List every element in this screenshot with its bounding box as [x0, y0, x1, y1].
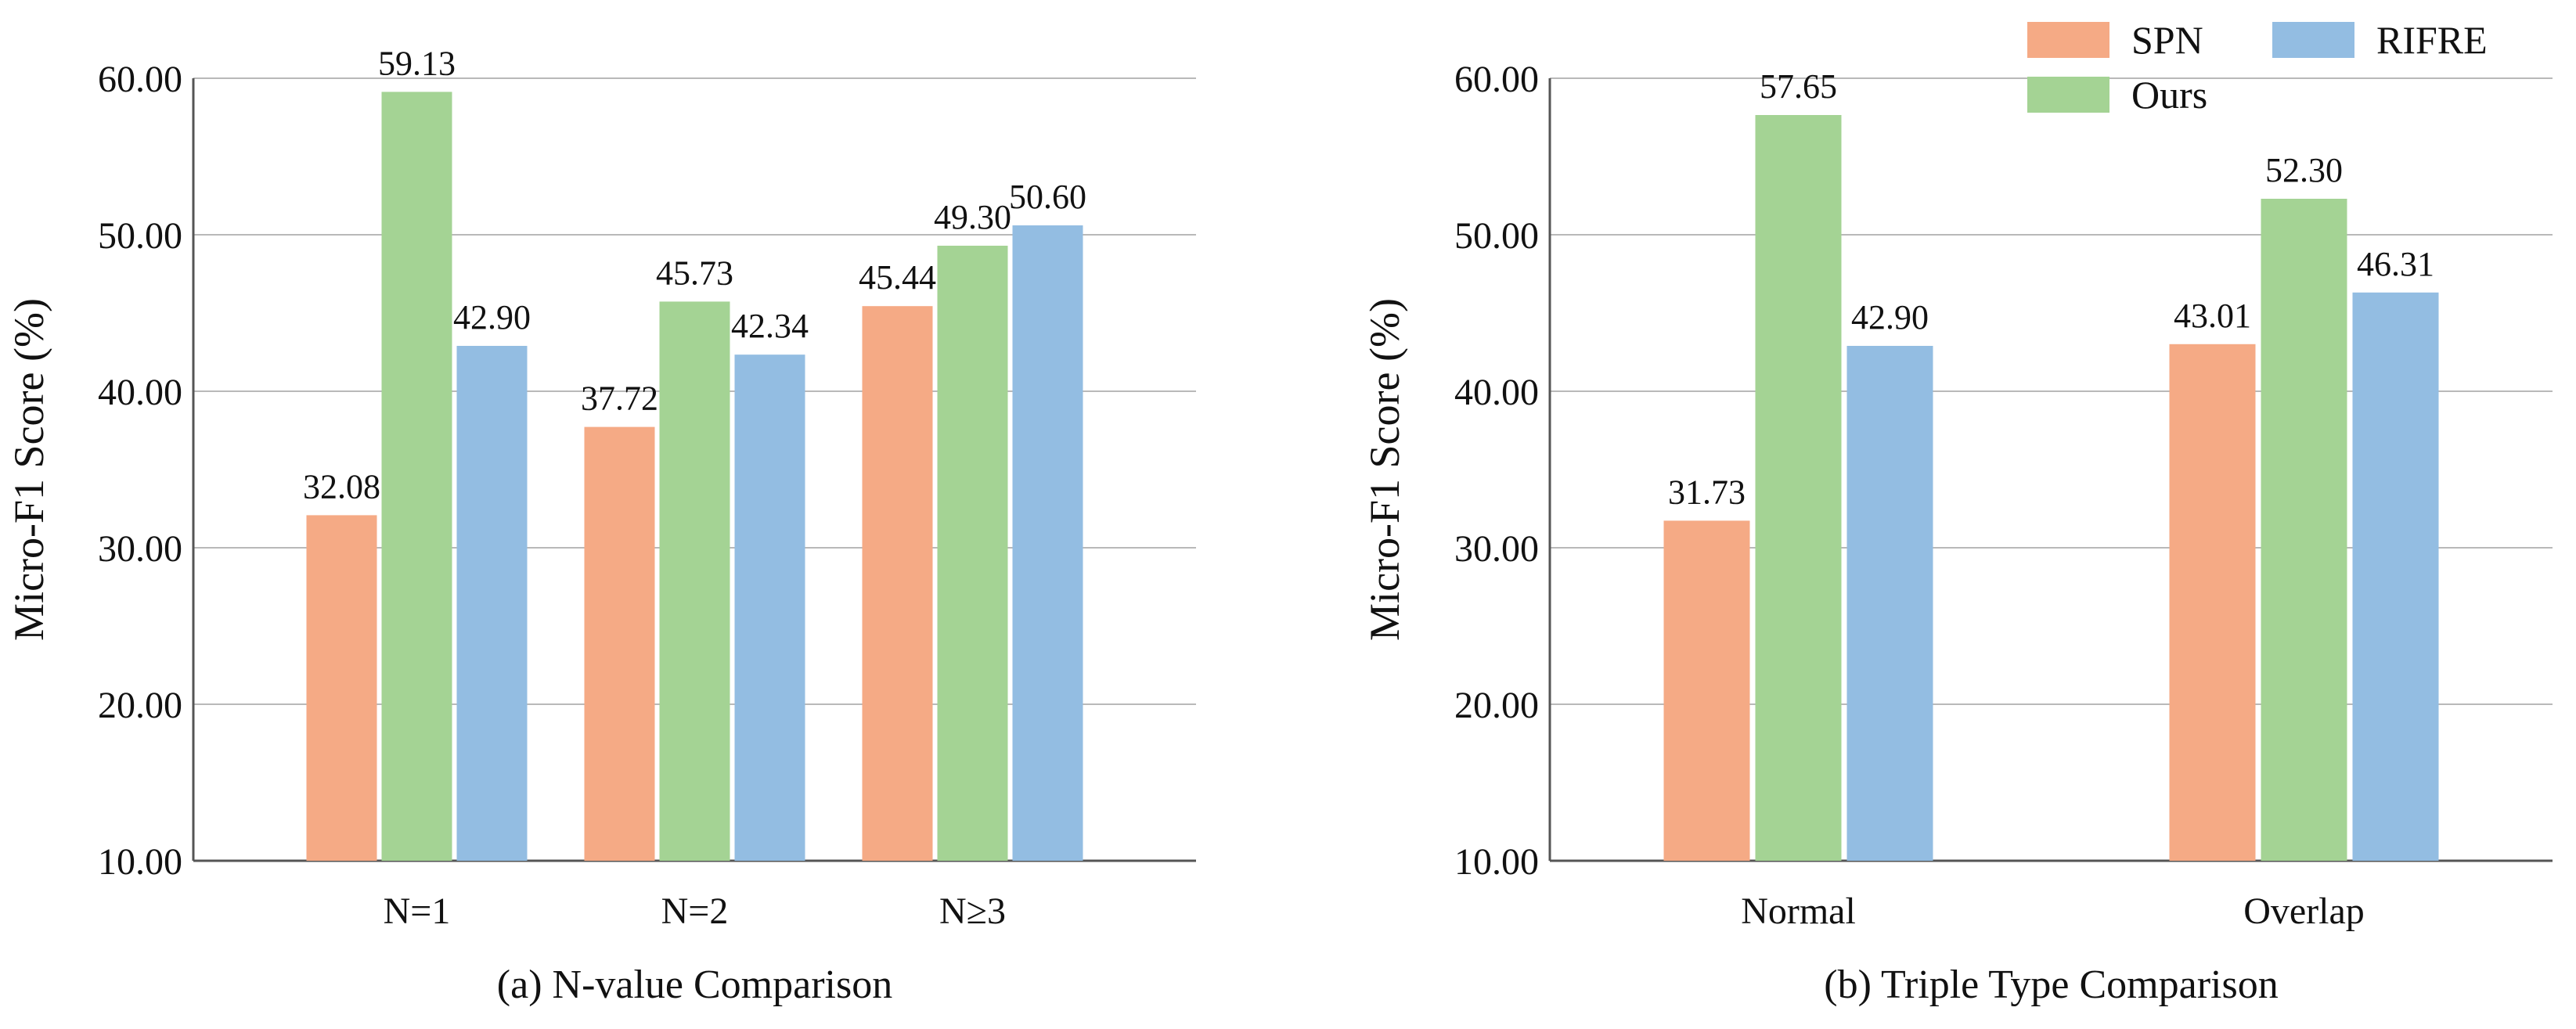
data-label: 43.01	[2174, 297, 2251, 335]
bar-rifre	[456, 346, 528, 861]
legend-label-spn: SPN	[2131, 18, 2203, 62]
legend-swatch-ours	[2027, 77, 2109, 113]
y-tick-label: 20.00	[1454, 685, 1539, 726]
data-label: 52.30	[2265, 151, 2343, 189]
data-label: 45.44	[859, 258, 936, 297]
bar-spn	[862, 306, 933, 861]
y-tick-label: 10.00	[1454, 841, 1539, 883]
bar-spn	[584, 426, 655, 861]
data-label: 49.30	[934, 198, 1011, 236]
data-label: 31.73	[1668, 473, 1746, 511]
bar-ours	[937, 246, 1008, 861]
x-tick-label: Overlap	[2243, 890, 2365, 932]
data-label: 42.90	[1851, 298, 1929, 336]
bar-spn	[2169, 344, 2256, 861]
y-tick-label: 60.00	[1454, 59, 1539, 100]
bar-ours	[2261, 199, 2347, 861]
data-label: 42.90	[453, 298, 531, 336]
bar-rifre	[2352, 292, 2439, 861]
data-label: 46.31	[2357, 245, 2434, 283]
legend-swatch-rifre	[2272, 22, 2354, 58]
y-tick-label: 30.00	[98, 528, 182, 570]
data-label: 59.13	[378, 44, 456, 82]
data-label: 45.73	[656, 254, 733, 292]
bar-spn	[1663, 520, 1750, 861]
bar-ours	[659, 301, 730, 861]
legend-label-ours: Ours	[2131, 73, 2207, 117]
data-label: 37.72	[581, 380, 658, 418]
bar-rifre	[1846, 346, 1933, 861]
y-tick-label: 50.00	[98, 215, 182, 257]
chart-panel-2: 10.00 20.00 30.00 40.00 50.00 60.00 Micro-F1 S…	[1361, 59, 2553, 1007]
x-tick-label: Normal	[1741, 890, 1856, 932]
chart-panel-1: 10.00 20.00 30.00 40.00 50.00 60.00 Micro-F1 S…	[5, 44, 1196, 1007]
y-tick-label: 40.00	[1454, 372, 1539, 413]
bar-rifre	[734, 354, 805, 861]
y-tick-label: 30.00	[1454, 528, 1539, 570]
data-label: 57.65	[1760, 67, 1837, 106]
x-tick-label: N=2	[661, 890, 729, 932]
bar-ours	[1755, 115, 1842, 861]
data-label: 42.34	[731, 307, 809, 345]
bar-rifre	[1012, 225, 1083, 861]
x-tick-label: N=1	[384, 890, 451, 932]
y-axis-label: Micro-F1 Score (%)	[1361, 298, 1408, 641]
y-tick-label: 50.00	[1454, 215, 1539, 257]
data-label: 50.60	[1009, 178, 1086, 216]
legend-label-rifre: RIFRE	[2376, 18, 2488, 62]
x-tick-label: N≥3	[939, 890, 1006, 932]
bar-spn	[306, 515, 377, 861]
chart-title: (b) Triple Type Comparison	[1824, 962, 2278, 1007]
y-tick-label: 20.00	[98, 685, 182, 726]
legend: SPN RIFRE Ours	[2027, 18, 2488, 117]
legend-swatch-spn	[2027, 22, 2109, 58]
y-tick-label: 60.00	[98, 59, 182, 100]
bar-ours	[381, 92, 452, 861]
chart-title: (a) N-value Comparison	[497, 962, 892, 1007]
y-tick-label: 40.00	[98, 372, 182, 413]
y-tick-label: 10.00	[98, 841, 182, 883]
y-axis-label: Micro-F1 Score (%)	[5, 298, 52, 641]
data-label: 32.08	[303, 467, 380, 506]
